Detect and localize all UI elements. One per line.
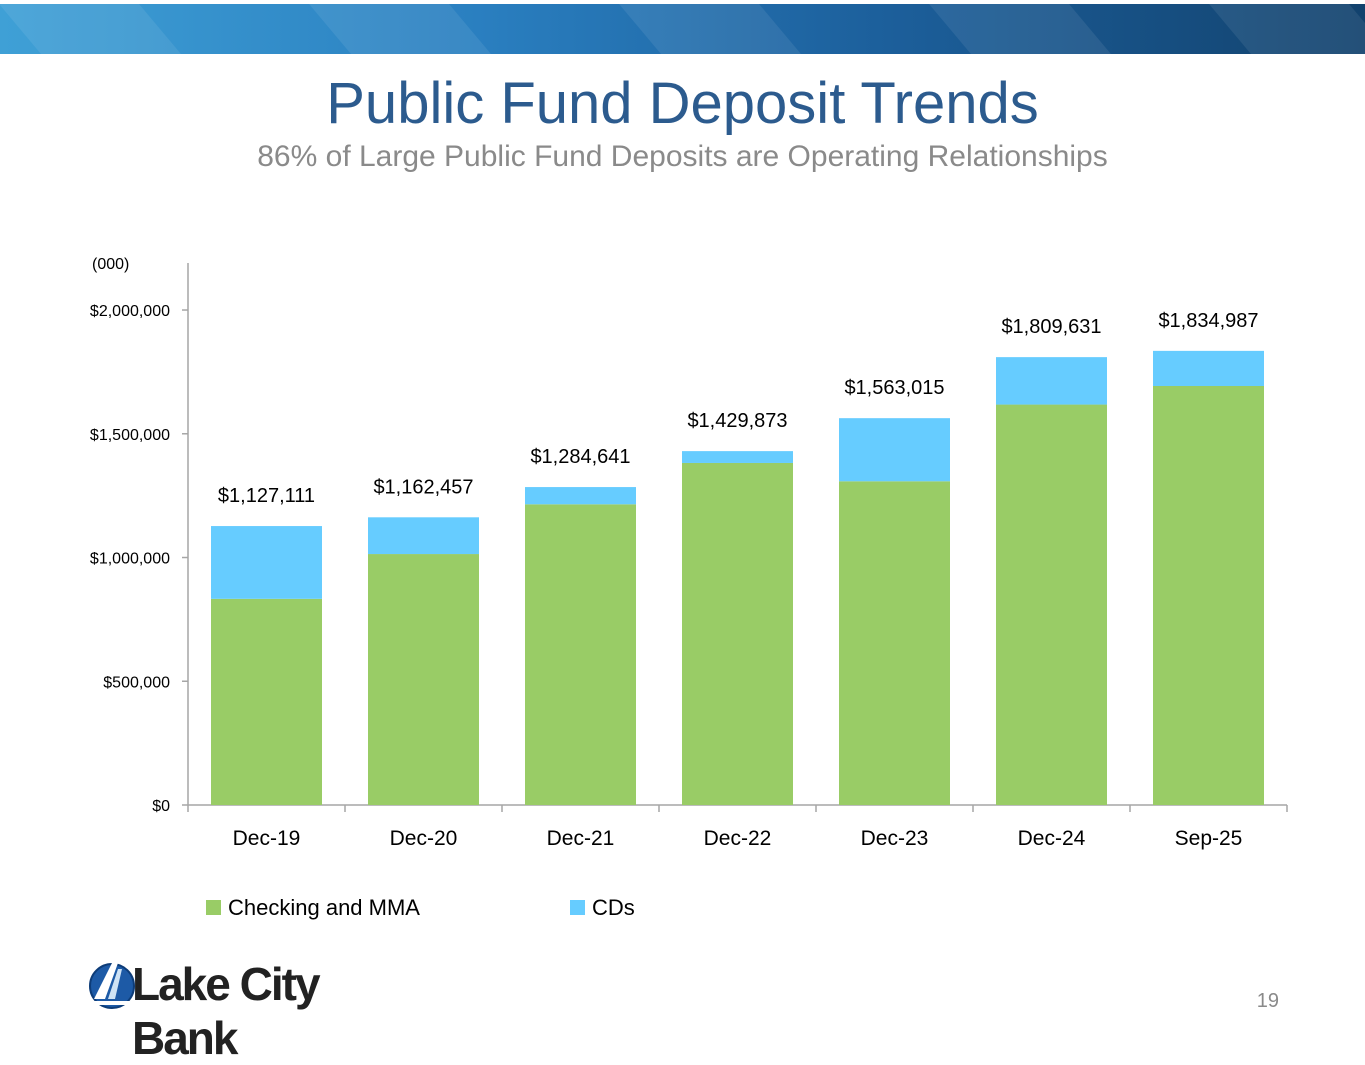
total-data-label: $1,127,111 xyxy=(218,485,315,507)
bar-checking-mma xyxy=(682,462,793,805)
x-category-label: Dec-21 xyxy=(547,827,615,850)
y-tick-label: $1,000,000 xyxy=(90,551,170,568)
legend-label-checking: Checking and MMA xyxy=(228,895,420,920)
legend-swatch-cds xyxy=(570,900,585,915)
total-data-label: $1,809,631 xyxy=(1001,316,1101,338)
bar-checking-mma xyxy=(1153,386,1264,805)
total-data-label: $1,429,873 xyxy=(687,410,787,432)
bar-checking-mma xyxy=(839,481,950,805)
top-banner xyxy=(0,4,1365,54)
legend-label-cds: CDs xyxy=(592,895,635,920)
x-category-label: Dec-19 xyxy=(233,827,301,850)
total-data-label: $1,284,641 xyxy=(530,446,630,468)
bar-checking-mma xyxy=(525,504,636,805)
legend-item-checking: Checking and MMA xyxy=(206,895,420,921)
x-category-label: Dec-24 xyxy=(1018,827,1086,850)
bar-cds xyxy=(211,526,322,599)
logo-text: Lake City Bank xyxy=(132,958,321,1064)
lake-city-bank-logo: Lake City Bank xyxy=(88,955,418,1064)
slide-subtitle: 86% of Large Public Fund Deposits are Op… xyxy=(257,140,1108,173)
y-tick-label: $1,500,000 xyxy=(90,427,170,444)
legend-item-cds: CDs xyxy=(570,895,635,921)
bar-checking-mma xyxy=(211,598,322,805)
bar-checking-mma xyxy=(368,554,479,805)
bar-cds xyxy=(682,451,793,463)
x-category-label: Sep-25 xyxy=(1175,827,1243,850)
bar-cds xyxy=(1153,350,1264,387)
x-category-label: Dec-23 xyxy=(861,827,929,850)
y-tick-label: $0 xyxy=(152,798,170,815)
x-category-label: Dec-22 xyxy=(704,827,772,850)
total-data-label: $1,834,987 xyxy=(1158,310,1258,332)
page-number: 19 xyxy=(1256,990,1279,1012)
x-category-label: Dec-20 xyxy=(390,827,458,850)
bar-cds xyxy=(525,487,636,505)
bank-logo-icon xyxy=(89,963,135,1009)
bar-cds xyxy=(368,517,479,555)
y-tick-label: $500,000 xyxy=(103,674,170,691)
bar-cds xyxy=(996,357,1107,405)
bar-checking-mma xyxy=(996,404,1107,805)
total-data-label: $1,162,457 xyxy=(373,476,473,498)
unit-label: (000) xyxy=(92,256,130,273)
y-tick-label: $2,000,000 xyxy=(90,303,170,320)
legend-swatch-checking xyxy=(206,900,221,915)
bar-cds xyxy=(839,418,950,482)
slide-title: Public Fund Deposit Trends xyxy=(326,71,1039,136)
total-data-label: $1,563,015 xyxy=(844,377,944,399)
